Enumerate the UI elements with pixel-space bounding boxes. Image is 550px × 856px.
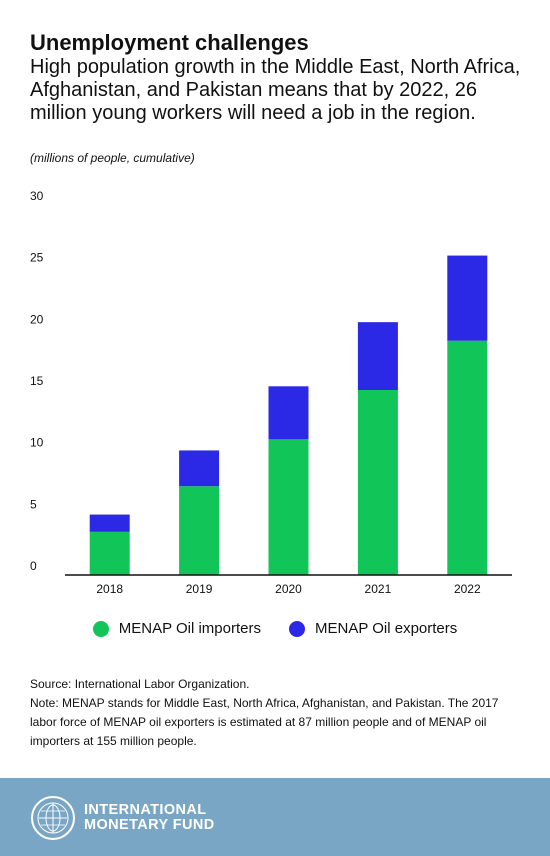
legend-label-exporters: MENAP Oil exporters <box>315 620 458 637</box>
bar-importers-2022 <box>447 340 488 575</box>
imf-wordmark-line2: MONETARY FUND <box>84 817 215 833</box>
y-tick-label-20: 20 <box>30 312 44 326</box>
imf-seal-icon <box>31 796 75 840</box>
chart-subtitle: High population growth in the Middle Eas… <box>30 56 521 124</box>
y-tick-label-5: 5 <box>30 497 37 511</box>
legend-swatch-importers <box>92 620 109 637</box>
y-tick-label-0: 0 <box>30 559 37 573</box>
x-tick-label-2019: 2019 <box>186 582 213 596</box>
y-tick-label-10: 10 <box>30 436 44 450</box>
bar-importers-2021 <box>357 390 398 575</box>
legend-item-exporters: MENAP Oil exporters <box>289 620 457 637</box>
source-notes: Source: International Labor Organization… <box>30 675 520 751</box>
x-tick-label-2021: 2021 <box>365 582 392 596</box>
legend-label-importers: MENAP Oil importers <box>118 620 261 637</box>
imf-wordmark: INTERNATIONAL MONETARY FUND <box>84 803 215 833</box>
legend-item-importers: MENAP Oil importers <box>92 620 261 637</box>
units-note: (millions of people, cumulative) <box>30 151 195 165</box>
chart-title: Unemployment challenges <box>30 30 309 55</box>
bar-exporters-2021 <box>357 322 398 390</box>
note-text: Note: MENAP stands for Middle East, Nort… <box>30 696 499 748</box>
y-tick-label-25: 25 <box>30 251 44 265</box>
footer-banner: INTERNATIONAL MONETARY FUND <box>0 778 550 856</box>
bar-exporters-2020 <box>268 386 309 440</box>
y-tick-label-30: 30 <box>30 190 44 203</box>
source-text: Source: International Labor Organization… <box>30 677 250 691</box>
bar-exporters-2022 <box>447 255 488 341</box>
bar-importers-2019 <box>179 486 220 575</box>
x-tick-label-2022: 2022 <box>454 582 481 596</box>
imf-wordmark-line1: INTERNATIONAL <box>84 802 207 818</box>
x-tick-label-2018: 2018 <box>96 582 123 596</box>
y-tick-label-15: 15 <box>30 374 44 388</box>
stacked-bar-chart: 0 5 10 15 20 25 30 2018 2019 2020 2021 2022 <box>30 190 512 596</box>
bar-exporters-2019 <box>179 450 220 487</box>
bar-importers-2020 <box>268 439 309 575</box>
bar-importers-2018 <box>89 531 130 575</box>
legend-swatch-exporters <box>289 620 305 637</box>
legend: MENAP Oil importers MENAP Oil exporters <box>0 620 550 637</box>
x-tick-label-2020: 2020 <box>275 582 302 596</box>
bar-exporters-2018 <box>89 514 130 532</box>
